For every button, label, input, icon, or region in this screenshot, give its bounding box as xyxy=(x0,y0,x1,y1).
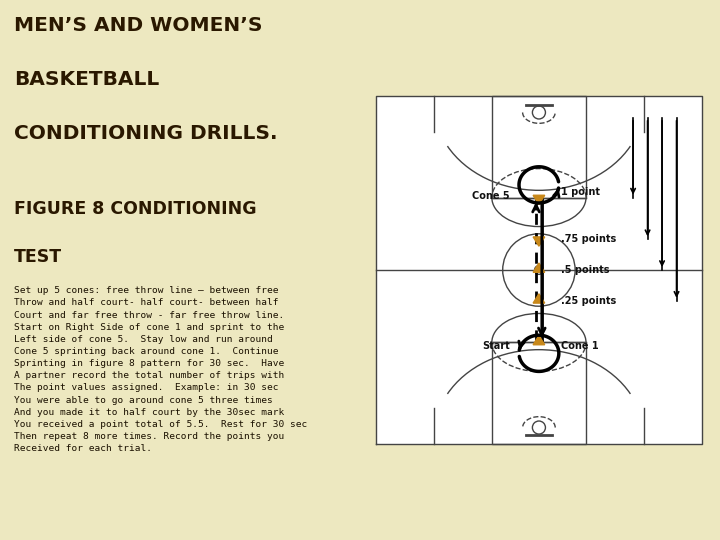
Polygon shape xyxy=(533,263,545,272)
Text: Cone 5: Cone 5 xyxy=(472,191,510,201)
Text: .25 points: .25 points xyxy=(561,296,616,306)
Text: Set up 5 cones: free throw line – between free
Throw and half court- half court-: Set up 5 cones: free throw line – betwee… xyxy=(14,286,307,453)
Text: TEST: TEST xyxy=(14,248,63,266)
Bar xyxy=(492,96,586,198)
Text: MEN’S AND WOMEN’S: MEN’S AND WOMEN’S xyxy=(14,16,263,35)
Text: Cone 1: Cone 1 xyxy=(561,341,598,351)
Text: Start: Start xyxy=(482,341,510,351)
Polygon shape xyxy=(533,195,545,205)
Polygon shape xyxy=(533,294,545,303)
Text: BASKETBALL: BASKETBALL xyxy=(14,70,160,89)
Polygon shape xyxy=(533,237,545,246)
Polygon shape xyxy=(533,335,545,345)
Text: 1 point: 1 point xyxy=(561,187,600,197)
Text: CONDITIONING DRILLS.: CONDITIONING DRILLS. xyxy=(14,124,278,143)
Bar xyxy=(492,342,586,444)
Text: FIGURE 8 CONDITIONING: FIGURE 8 CONDITIONING xyxy=(14,200,257,218)
Text: .5 points: .5 points xyxy=(561,265,609,275)
Text: .75 points: .75 points xyxy=(561,234,616,244)
